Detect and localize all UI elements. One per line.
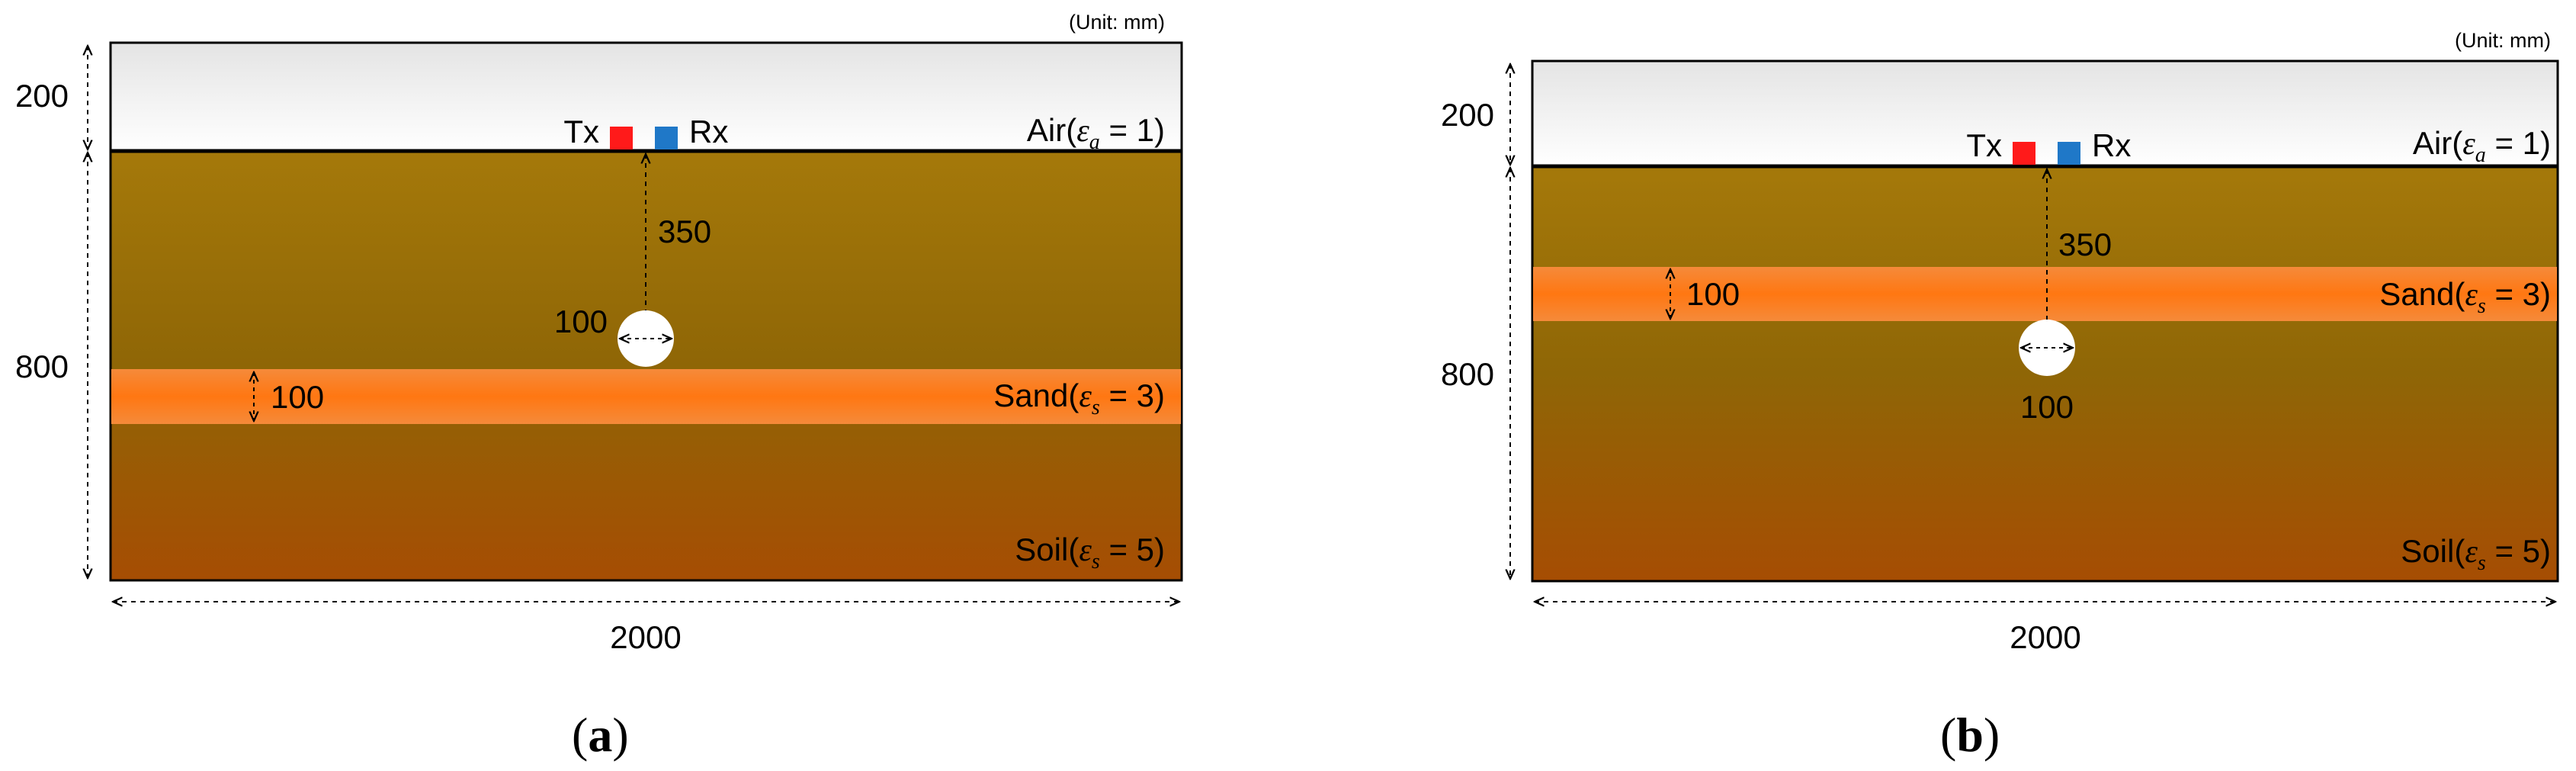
rx-antenna (2058, 142, 2080, 165)
panel-a: (Unit: mm) 200 800 2000 Tx Rx 350 100 10… (15, 11, 1183, 762)
air-layer (109, 41, 1183, 153)
air-layer (1531, 59, 2559, 168)
width-label: 2000 (610, 619, 681, 655)
air-height-label: 200 (15, 78, 69, 114)
rx-label: Rx (689, 114, 728, 149)
unit-label: (Unit: mm) (1069, 11, 1165, 34)
air-height-label: 200 (1441, 97, 1494, 133)
panel-b: (Unit: mm) 200 800 2000 Tx Rx 350 100 10… (1441, 29, 2559, 762)
pipe-depth-label: 350 (658, 214, 711, 249)
air-permittivity-label: Air(εa = 1) (1027, 112, 1165, 154)
rx-label: Rx (2092, 127, 2131, 163)
tx-label: Tx (563, 114, 599, 149)
pipe-diameter-label: 100 (554, 304, 608, 339)
unit-label: (Unit: mm) (2455, 29, 2551, 52)
pipe-depth-label: 350 (2058, 226, 2112, 262)
pipe-diameter-label: 100 (2020, 389, 2074, 425)
tx-label: Tx (1966, 127, 2002, 163)
width-label: 2000 (2010, 619, 2080, 655)
sand-layer (111, 369, 1181, 424)
sand-permittivity-label: Sand(εs = 3) (993, 377, 1165, 419)
soil-permittivity-label: Soil(εs = 5) (2401, 533, 2551, 575)
sand-thickness-label: 100 (1686, 276, 1740, 312)
tx-antenna (610, 127, 633, 149)
panel-caption: (a) (572, 708, 629, 762)
air-permittivity-label: Air(εa = 1) (2413, 125, 2551, 167)
sand-permittivity-label: Sand(εs = 3) (2379, 276, 2551, 318)
soil-height-label: 800 (15, 349, 69, 384)
panel-caption: (b) (1940, 708, 2000, 762)
soil-permittivity-label: Soil(εs = 5) (1015, 532, 1165, 573)
soil-height-label: 800 (1441, 356, 1494, 392)
sand-thickness-label: 100 (271, 379, 324, 415)
tx-antenna (2013, 142, 2035, 165)
rx-antenna (655, 127, 678, 149)
